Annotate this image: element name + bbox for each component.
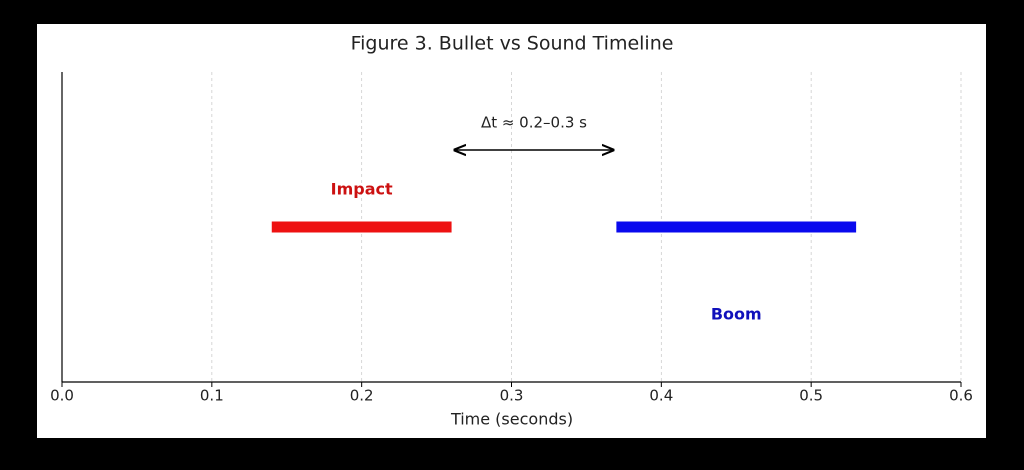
x-tick-label: 0.0	[50, 387, 74, 405]
x-tick-label: 0.6	[949, 387, 973, 405]
segment	[271, 221, 452, 233]
chart-title: Figure 3. Bullet vs Sound Timeline	[351, 33, 674, 55]
x-tick-label: 0.4	[649, 387, 673, 405]
x-tick-label: 0.1	[200, 387, 224, 405]
annotation-text: Δt ≈ 0.2–0.3 s	[481, 114, 587, 132]
segment-label: Impact	[331, 180, 393, 199]
x-tick-label: 0.3	[500, 387, 524, 405]
segment-label: Boom	[711, 305, 762, 324]
x-axis-label: Time (seconds)	[450, 410, 573, 429]
x-tick-label: 0.2	[350, 387, 374, 405]
segment	[616, 221, 857, 233]
x-tick-label: 0.5	[799, 387, 823, 405]
